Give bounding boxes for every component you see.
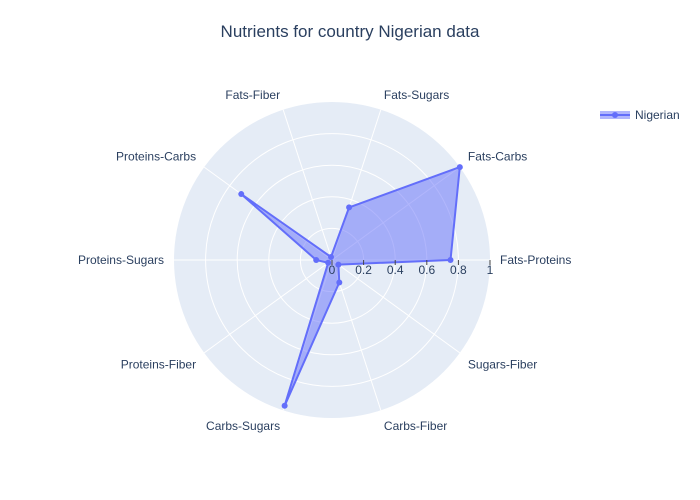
data-point[interactable] bbox=[346, 204, 353, 211]
radial-tick-label: 1 bbox=[487, 263, 494, 277]
data-point[interactable] bbox=[456, 164, 463, 171]
angular-axis-label: Fats-Carbs bbox=[468, 149, 527, 163]
data-point[interactable] bbox=[281, 402, 288, 409]
radial-tick-label: 0.8 bbox=[450, 263, 467, 277]
angular-axis-label: Fats-Proteins bbox=[500, 253, 571, 267]
radial-tick-labels: 0 0.2 0.4 0.6 0.8 1 bbox=[329, 260, 494, 277]
angular-axis-label: Proteins-Carbs bbox=[116, 149, 196, 163]
data-point[interactable] bbox=[313, 257, 320, 263]
data-point[interactable] bbox=[325, 259, 332, 266]
angular-gridline bbox=[282, 109, 333, 261]
angular-gridline bbox=[203, 259, 333, 354]
angular-axis-labels: Fats-Proteins Fats-Carbs Fats-Sugars Fats-F… bbox=[78, 88, 571, 433]
angular-axis-label: Sugars-Fiber bbox=[468, 358, 537, 372]
data-point[interactable] bbox=[335, 261, 342, 268]
angular-axis-label: Fats-Sugars bbox=[384, 88, 449, 102]
legend-label: Nigerian bbox=[635, 108, 680, 122]
legend[interactable]: Nigerian bbox=[600, 108, 680, 122]
chart-title: Nutrients for country Nigerian data bbox=[221, 22, 480, 41]
angular-axis-label: Carbs-Sugars bbox=[206, 419, 280, 433]
data-point[interactable] bbox=[336, 279, 343, 286]
data-point[interactable] bbox=[238, 191, 245, 198]
angular-axis-label: Proteins-Sugars bbox=[78, 253, 164, 267]
radial-tick-label: 0.2 bbox=[355, 263, 372, 277]
angular-axis-label: Proteins-Fiber bbox=[121, 358, 196, 372]
radial-tick-label: 0 bbox=[329, 263, 336, 277]
angular-gridline bbox=[331, 259, 461, 354]
radial-tick-label: 0.4 bbox=[387, 263, 404, 277]
radial-tick-label: 0.6 bbox=[418, 263, 435, 277]
angular-axis-label: Fats-Fiber bbox=[225, 88, 280, 102]
series-points bbox=[238, 164, 463, 409]
angular-axis-label: Carbs-Fiber bbox=[384, 419, 447, 433]
legend-marker bbox=[612, 112, 618, 118]
data-point[interactable] bbox=[447, 257, 454, 263]
data-point[interactable] bbox=[328, 253, 335, 260]
series-layer bbox=[238, 164, 463, 409]
